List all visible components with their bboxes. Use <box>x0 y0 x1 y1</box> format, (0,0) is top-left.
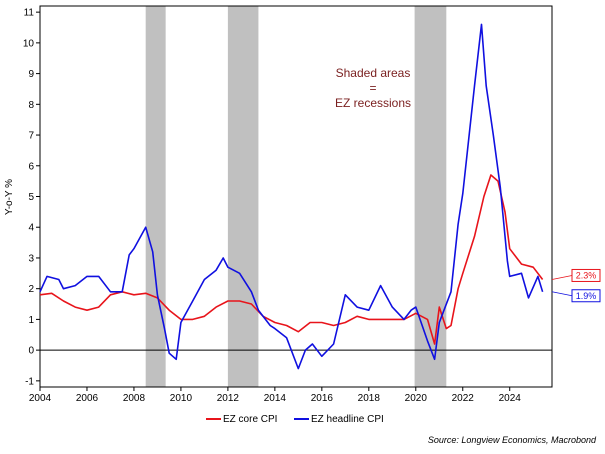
x-tick-label: 2020 <box>405 393 428 404</box>
x-tick-label: 2012 <box>217 393 240 404</box>
x-axis: 2004 2006 2008 2010 2012 2014 2016 2018 2020 2022… <box>29 387 521 404</box>
recession-band-1 <box>227 6 259 387</box>
x-tick-label: 2008 <box>123 393 146 404</box>
x-tick-label: 2022 <box>452 393 475 404</box>
x-tick-label: 2018 <box>358 393 381 404</box>
x-tick-label: 2006 <box>76 393 99 404</box>
y-tick-label: 9 <box>28 69 34 80</box>
y-tick-label: 8 <box>28 100 34 111</box>
legend: EZ core CPI EZ headline CPI <box>206 414 384 425</box>
y-tick-label: 2 <box>28 284 34 295</box>
y-tick-label: 5 <box>28 192 34 203</box>
end-label-leader <box>551 291 573 297</box>
recession-annotation-line-1: Shaded areas <box>336 66 411 80</box>
series-line-headline <box>39 23 544 370</box>
series-line-core <box>39 174 544 345</box>
recession-annotation-line-2: = <box>369 81 376 95</box>
end-label-leader <box>551 275 573 280</box>
x-tick-label: 2024 <box>499 393 522 404</box>
recession-shading <box>145 6 447 387</box>
legend-label-core: EZ core CPI <box>223 414 277 425</box>
y-tick-label: 0 <box>28 346 34 357</box>
y-tick-label: 4 <box>28 223 34 234</box>
recession-annotation-line-3: EZ recessions <box>335 96 411 110</box>
legend-label-headline: EZ headline CPI <box>311 414 384 425</box>
y-tick-label: 6 <box>28 161 34 172</box>
y-axis-label: Y-o-Y % <box>4 179 15 215</box>
x-tick-label: 2016 <box>311 393 334 404</box>
y-tick-label: 3 <box>28 253 34 264</box>
y-tick-label: 7 <box>28 131 34 142</box>
end-labels: 2.3% 1.9% <box>551 268 601 303</box>
x-tick-label: 2004 <box>29 393 52 404</box>
x-tick-label: 2010 <box>170 393 193 404</box>
y-tick-label: 11 <box>24 8 35 19</box>
recession-band-0 <box>145 6 166 387</box>
source-note: Source: Longview Economics, Macrobond <box>428 435 597 445</box>
y-axis: -1 0 1 2 3 4 5 6 7 8 9 10 11 <box>23 8 40 387</box>
x-tick-label: 2014 <box>264 393 287 404</box>
end-label-text: 2.3% <box>576 271 597 281</box>
end-label-text: 1.9% <box>576 291 597 301</box>
series-lines <box>39 23 544 370</box>
y-tick-label: 1 <box>28 315 34 326</box>
recession-band-2 <box>414 6 447 387</box>
y-tick-label: 10 <box>23 38 35 49</box>
y-tick-label: -1 <box>25 376 34 387</box>
